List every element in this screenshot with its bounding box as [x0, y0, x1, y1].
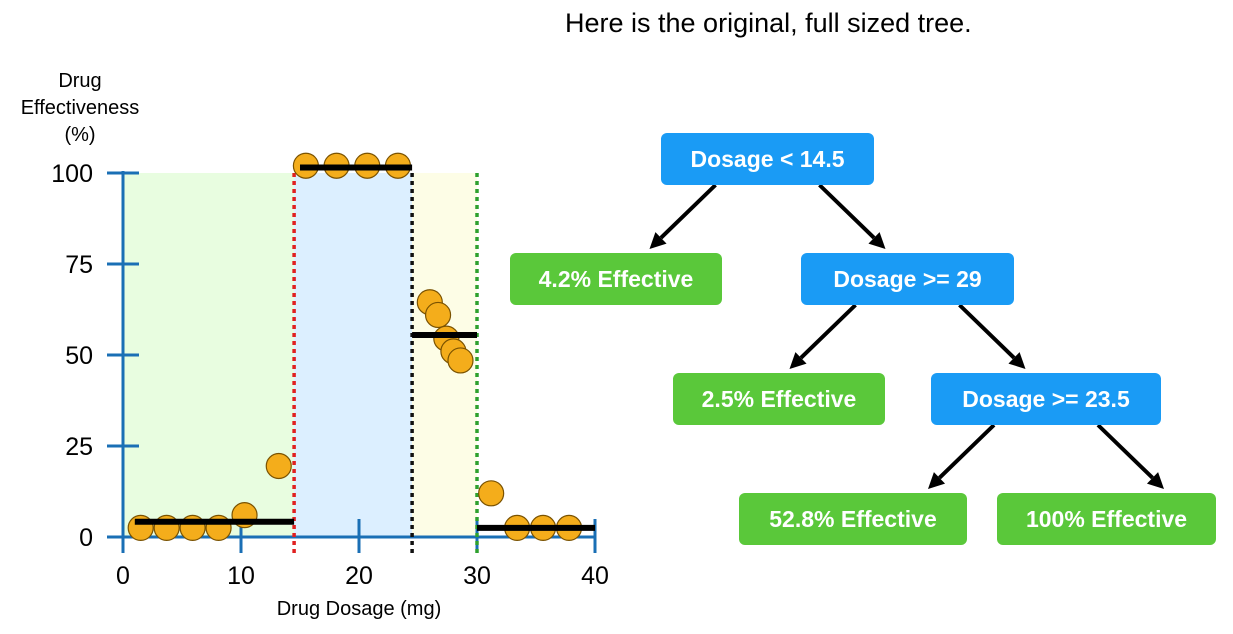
y-tick-label: 0 [79, 524, 93, 552]
node-label: 2.5% Effective [701, 385, 857, 412]
figure-title: Here is the original, full sized tree. [565, 8, 972, 38]
tree-node-root: Dosage < 14.5 [661, 133, 874, 185]
x-tick-label: 30 [463, 562, 491, 590]
node-label: 52.8% Effective [769, 505, 937, 532]
node-label: Dosage >= 29 [833, 265, 982, 292]
tree-leaf-52-8-effective: 52.8% Effective [739, 493, 967, 545]
y-axis-label-line: Drug [58, 70, 102, 92]
tree-leaf-2-5-effective: 2.5% Effective [673, 373, 885, 425]
region-band [294, 173, 413, 537]
node-label: Dosage >= 23.5 [962, 385, 1130, 412]
data-point [478, 480, 505, 507]
region-band [123, 173, 295, 537]
tree-edge-line [1096, 423, 1154, 480]
tree-leaf-4-2-effective: 4.2% Effective [510, 253, 722, 305]
tree-edge-arrowhead [1008, 352, 1026, 369]
tree-node-dosage-ge-23-5: Dosage >= 23.5 [931, 373, 1161, 425]
tree-edge-arrowhead [868, 232, 886, 249]
scatter-chart: 0 25 50 75 100 0 10 20 30 40 Drug Dosage (mg) [51, 152, 609, 620]
tree-node-dosage-ge-29: Dosage >= 29 [801, 253, 1014, 305]
x-tick-label: 40 [581, 562, 609, 590]
tree-edge-line [799, 303, 857, 360]
node-label: Dosage < 14.5 [690, 145, 845, 172]
y-tick-label: 25 [65, 433, 93, 461]
tree-edge-arrowhead [789, 352, 807, 369]
y-axis-label-line: Effectiveness [20, 97, 140, 119]
y-tick-label: 100 [51, 160, 93, 188]
tree-edge-arrowhead [1146, 472, 1164, 489]
node-label: 100% Effective [1025, 505, 1188, 532]
tree-edge-arrowhead [928, 472, 946, 489]
tree-edge-line [938, 423, 996, 480]
data-point [265, 452, 292, 480]
x-tick-label: 10 [227, 562, 255, 590]
tree-edge-line [958, 303, 1016, 360]
tree-edge-arrowhead [649, 232, 667, 249]
tree-edge-line [818, 183, 876, 240]
x-tick-label: 0 [116, 562, 130, 590]
y-tick-label: 75 [65, 251, 93, 279]
node-label: 4.2% Effective [538, 265, 694, 292]
tree-leaf-100-effective: 100% Effective [997, 493, 1216, 545]
y-axis-label: Drug Effectiveness (%) [0, 68, 160, 149]
data-point [447, 347, 474, 374]
x-tick-label: 20 [345, 562, 373, 590]
y-axis-label-line: (%) [64, 124, 96, 146]
tree-edge-line [659, 183, 717, 240]
x-axis-label: Drug Dosage (mg) [277, 598, 442, 620]
data-point [424, 301, 452, 329]
y-tick-label: 50 [65, 342, 93, 370]
